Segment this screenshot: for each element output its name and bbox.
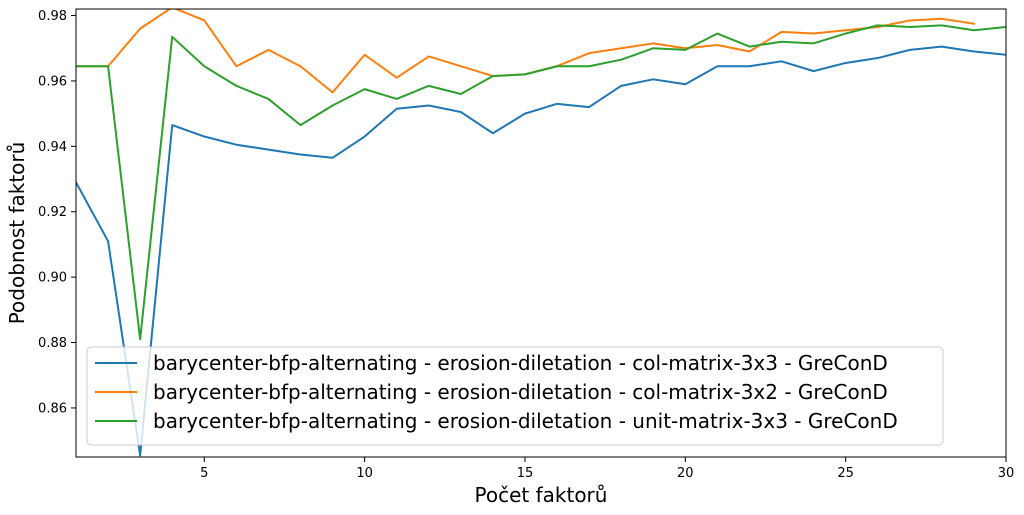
legend-label-3: barycenter-bfp-alternating - erosion-dil… <box>153 409 898 433</box>
x-axis-label: Počet faktorů <box>475 483 608 507</box>
x-tick-label: 20 <box>677 466 694 481</box>
y-tick-label: 0.86 <box>38 401 67 416</box>
x-tick-label: 5 <box>200 466 208 481</box>
plot-frame <box>75 8 1007 458</box>
y-tick-label: 0.98 <box>38 9 67 24</box>
x-axis: 5 10 15 20 25 30 <box>200 457 1014 481</box>
legend-box <box>86 346 944 446</box>
series-line-2 <box>76 9 976 94</box>
plot-area <box>75 8 1007 458</box>
x-tick-label: 15 <box>517 466 534 481</box>
x-tick-label: 25 <box>837 466 854 481</box>
y-tick-label: 0.92 <box>38 205 67 220</box>
y-axis-label: Podobnost faktorů <box>5 142 29 325</box>
legend-label-2: barycenter-bfp-alternating - erosion-dil… <box>153 380 888 404</box>
series-line-1 <box>76 45 1006 457</box>
y-tick-label: 0.90 <box>38 271 67 286</box>
legend: barycenter-bfp-alternating - erosion-dil… <box>86 346 944 446</box>
y-tick-label: 0.88 <box>38 336 67 351</box>
series-line-3 <box>76 24 1006 341</box>
y-tick-label: 0.94 <box>38 140 67 155</box>
legend-label-1: barycenter-bfp-alternating - erosion-dil… <box>153 351 888 375</box>
y-axis: 0.86 0.88 0.90 0.92 0.94 0.96 0.98 <box>38 9 76 416</box>
x-tick-label: 30 <box>998 466 1015 481</box>
y-tick-label: 0.96 <box>38 74 67 89</box>
series-group <box>76 9 1006 457</box>
x-tick-label: 10 <box>356 466 373 481</box>
